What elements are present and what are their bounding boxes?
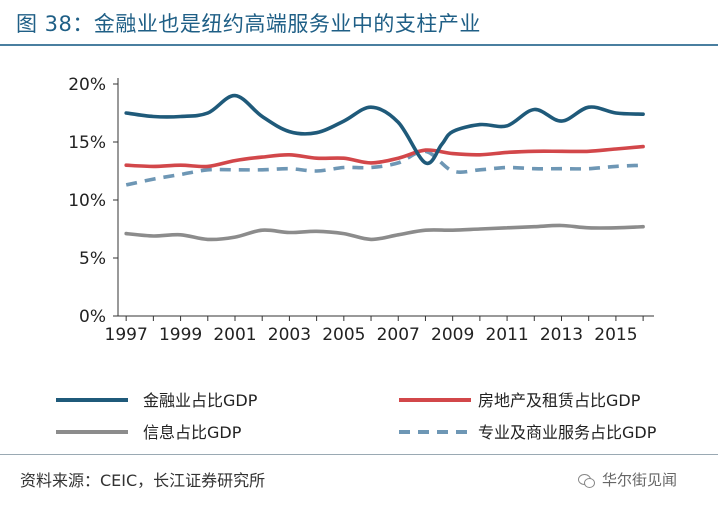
- y-tick-label: 0%: [79, 307, 106, 327]
- x-tick-label: 2005: [322, 325, 365, 345]
- x-axis: 1997 1999 2001 2003 2005 2007 2009 2011 2013 2015: [105, 315, 654, 345]
- source-note: 资料来源：CEIC，长江证券研究所: [20, 471, 266, 490]
- x-tick-label: 2011: [485, 325, 528, 345]
- x-tick-label: 2003: [268, 325, 311, 345]
- line-chart: 0% 5% 10% 15% 20% 1997 1999 2001 2003 2005 2007 20…: [56, 75, 657, 442]
- footer-divider: [0, 454, 718, 455]
- watermark: 华尔街见闻: [578, 469, 677, 490]
- x-tick-label: 2007: [377, 325, 420, 345]
- y-tick-label: 15%: [68, 133, 106, 153]
- y-axis: 0% 5% 10% 15% 20%: [68, 75, 119, 327]
- series-lines: [124, 93, 645, 242]
- series-line-2: [124, 223, 645, 242]
- wechat-icon: [578, 472, 596, 488]
- title-divider: [0, 44, 718, 46]
- legend-label: 金融业占比GDP: [143, 391, 258, 410]
- y-tick-label: 5%: [79, 249, 106, 269]
- figure-title: 图 38：金融业也是纽约高端服务业中的支柱产业: [16, 12, 481, 36]
- legend: 金融业占比GDP 房地产及租赁占比GDP 信息占比GDP 专业及商业服务占比GDP: [56, 391, 657, 442]
- y-tick-label: 10%: [68, 191, 106, 211]
- watermark-text: 华尔街见闻: [602, 471, 678, 489]
- y-tick-label: 20%: [68, 75, 106, 95]
- series-line-3: [125, 149, 644, 187]
- x-tick-label: 1999: [159, 325, 202, 345]
- x-tick-label: 2015: [594, 325, 637, 345]
- legend-label: 信息占比GDP: [143, 423, 242, 442]
- x-tick-label: 1997: [105, 325, 148, 345]
- legend-label: 专业及商业服务占比GDP: [478, 423, 657, 442]
- x-tick-label: 2009: [431, 325, 474, 345]
- x-tick-label: 2013: [540, 325, 583, 345]
- series-line-0: [124, 93, 645, 166]
- legend-label: 房地产及租赁占比GDP: [478, 391, 641, 410]
- series-line-1: [124, 144, 645, 169]
- x-tick-label: 2001: [213, 325, 256, 345]
